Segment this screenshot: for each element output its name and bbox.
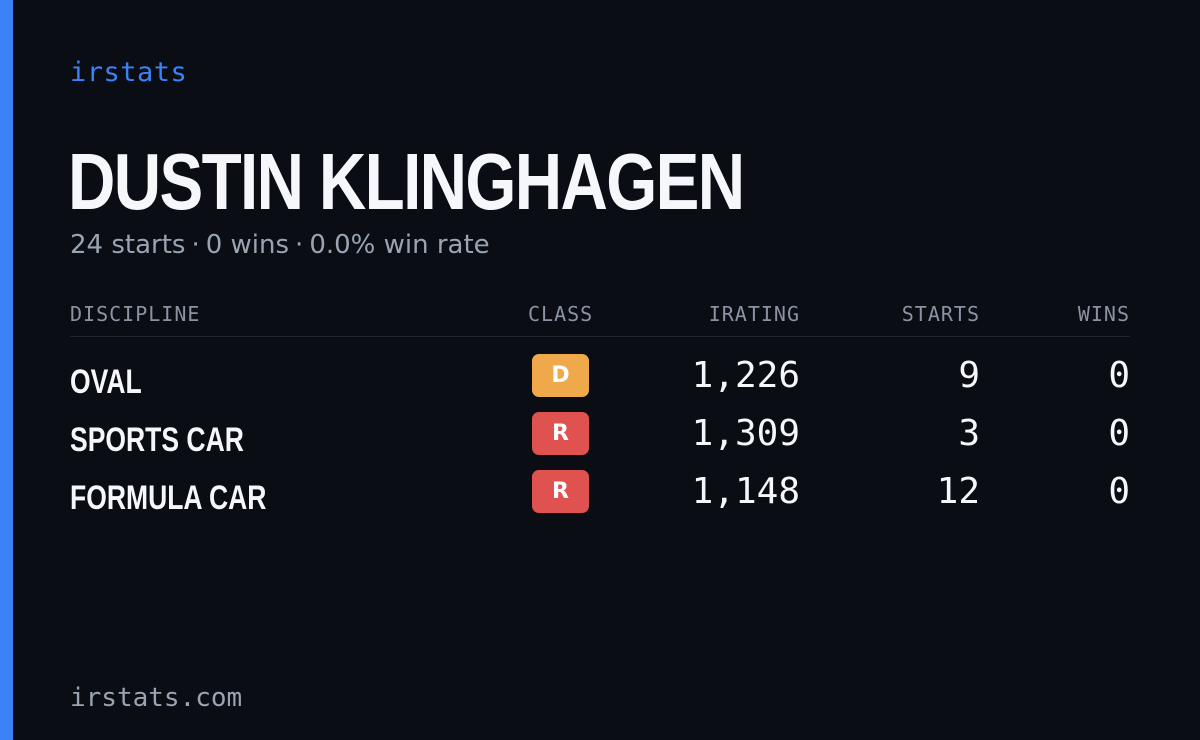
driver-name: DUSTIN KLINGHAGEN [68,137,745,226]
header-discipline: DISCIPLINE [70,302,201,326]
class-badge: D [532,354,589,397]
wins-value: 0 [1108,471,1130,512]
table-row: SPORTS CAR R 1,309 3 0 [70,412,1130,462]
table-row: OVAL D 1,226 9 0 [70,354,1130,404]
irating-value: 1,309 [691,413,800,454]
wins-value: 0 [1108,413,1130,454]
table-header: DISCIPLINE CLASS IRATING STARTS WINS [70,296,1130,337]
discipline-name: FORMULA CAR [70,479,267,517]
discipline-name: SPORTS CAR [70,421,244,459]
header-starts: STARTS [901,302,980,326]
driver-summary: 24 starts · 0 wins · 0.0% win rate [70,226,490,264]
starts-value: 9 [958,355,980,396]
header-irating: IRATING [708,302,800,326]
irating-value: 1,226 [691,355,800,396]
discipline-table: DISCIPLINE CLASS IRATING STARTS WINS OVA… [70,296,1130,517]
header-class: CLASS [528,302,594,326]
wins-value: 0 [1108,355,1130,396]
brand-logo-text: irstats [70,57,188,88]
header-wins: WINS [1077,302,1130,326]
accent-bar [0,0,13,740]
starts-value: 3 [958,413,980,454]
class-badge: R [532,412,589,455]
starts-count: 24 starts [70,230,186,260]
irating-value: 1,148 [691,471,800,512]
discipline-name: OVAL [70,363,142,401]
footer-url: irstats.com [70,683,243,713]
separator: · [295,230,304,260]
win-rate: 0.0% win rate [309,230,490,260]
class-badge: R [532,470,589,513]
wins-count: 0 wins [205,230,290,260]
separator: · [191,230,200,260]
starts-value: 12 [936,471,980,512]
table-row: FORMULA CAR R 1,148 12 0 [70,470,1130,520]
